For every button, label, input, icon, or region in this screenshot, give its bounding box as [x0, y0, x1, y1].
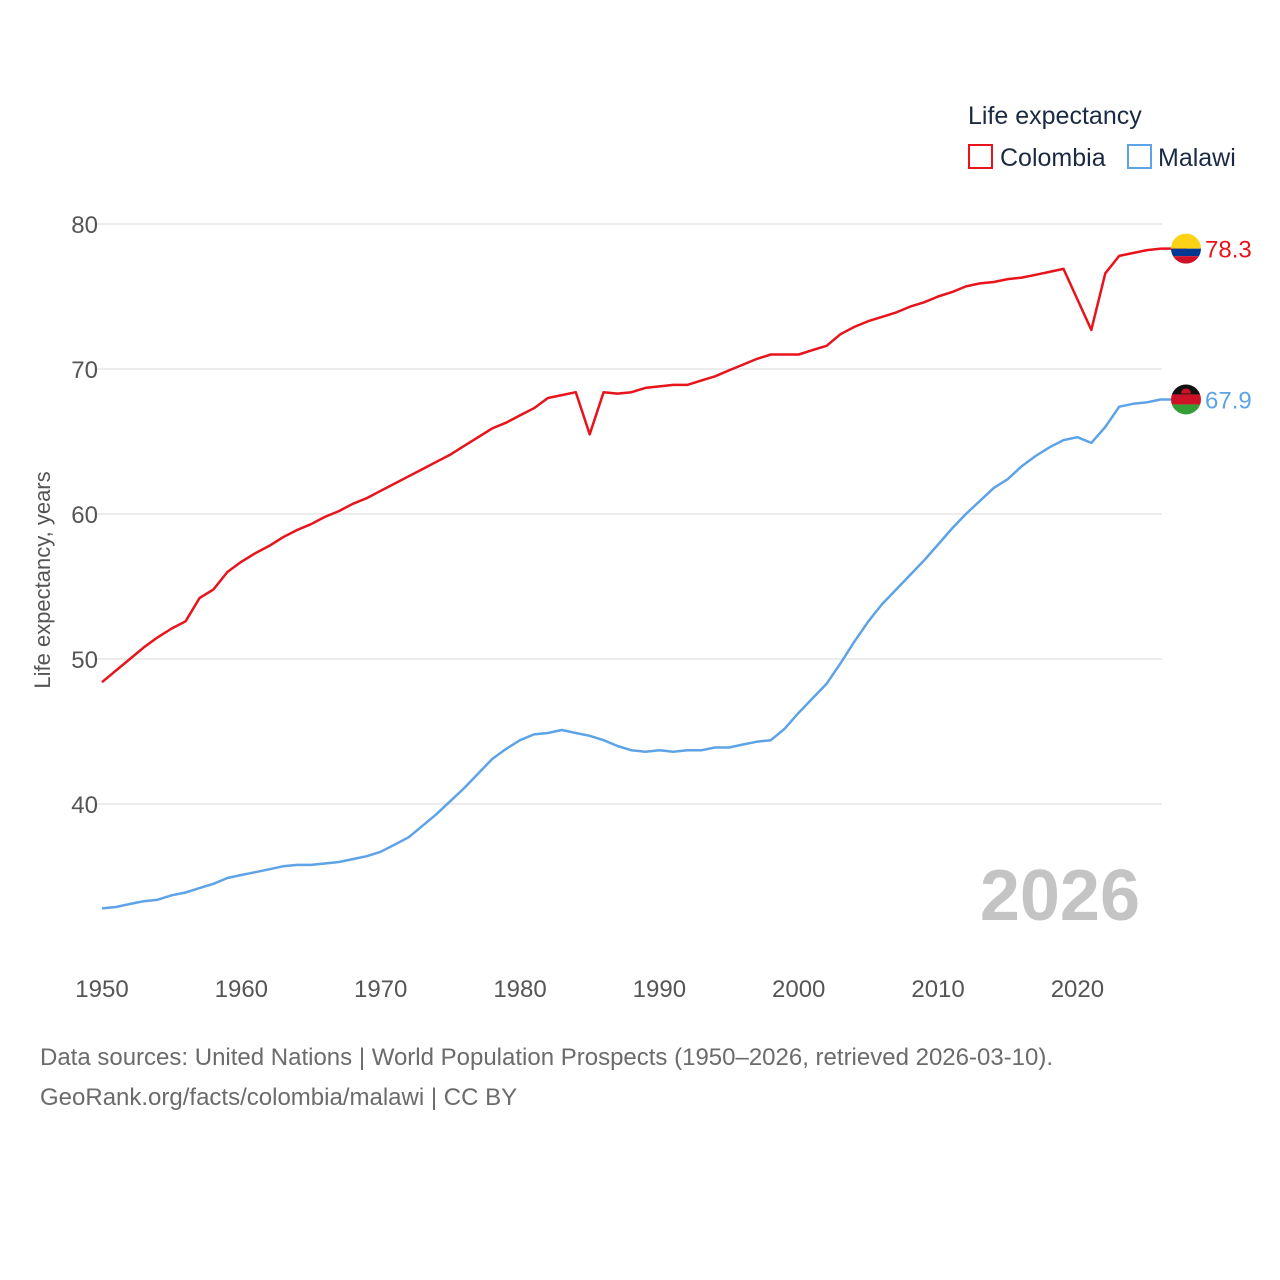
y-tick-label: 80 — [71, 212, 98, 239]
legend-label-colombia: Colombia — [1000, 144, 1106, 172]
y-tick-label: 60 — [71, 502, 98, 529]
series-line-colombia[interactable] — [101, 247, 1162, 684]
y-tick-label: 50 — [71, 647, 98, 674]
x-tick-label: 1950 — [75, 976, 128, 1003]
x-tick-label: 1960 — [215, 976, 268, 1003]
x-tick-label: 1990 — [633, 976, 686, 1003]
data-sources-text: Data sources: United Nations | World Pop… — [40, 1044, 1054, 1071]
y-tick-label: 70 — [71, 357, 98, 384]
gridlines — [95, 223, 1162, 805]
y-axis-ticks: 40 50 60 70 80 — [71, 212, 98, 819]
year-watermark: 2026 — [980, 856, 1140, 936]
legend-swatch-malawi — [1127, 144, 1152, 169]
legend-item-colombia[interactable]: Colombia — [968, 144, 1106, 172]
x-tick-label: 2010 — [911, 976, 964, 1003]
series-layer — [101, 247, 1162, 910]
end-value-label-colombia: 78.3 — [1205, 237, 1252, 264]
end-value-label-malawi: 67.9 — [1205, 387, 1252, 414]
legend-item-malawi[interactable]: Malawi — [1127, 144, 1236, 172]
legend-label-malawi: Malawi — [1158, 144, 1236, 172]
series-line-malawi[interactable] — [101, 398, 1162, 910]
attribution-link[interactable]: GeoRank.org/facts/colombia/malawi | CC B… — [40, 1084, 518, 1111]
legend[interactable]: Life expectancy Colombia Malawi — [968, 102, 1236, 172]
x-tick-label: 1980 — [493, 976, 546, 1003]
x-axis-ticks: 1950 1960 1970 1980 1990 2000 2010 2020 — [75, 976, 1104, 1003]
series-endpoints: 78.3 67.9 — [1161, 233, 1252, 415]
legend-swatch-colombia — [968, 144, 993, 169]
y-tick-label: 40 — [71, 792, 98, 819]
x-tick-label: 1970 — [354, 976, 407, 1003]
x-tick-label: 2000 — [772, 976, 825, 1003]
y-axis-label: Life expectancy, years — [30, 471, 55, 688]
colombia-flag — [1171, 233, 1201, 264]
legend-title: Life expectancy — [968, 102, 1142, 130]
x-tick-label: 2020 — [1051, 976, 1104, 1003]
malawi-flag — [1171, 384, 1201, 415]
